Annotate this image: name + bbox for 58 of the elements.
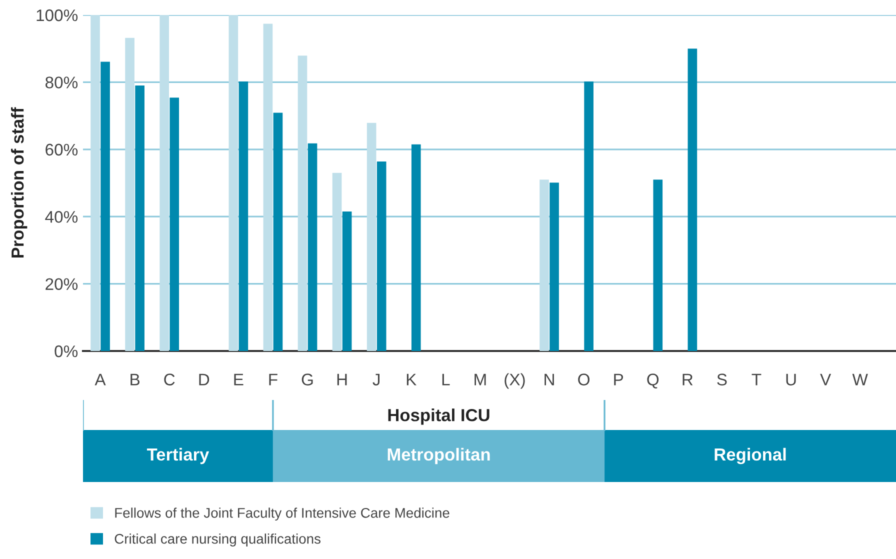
text: Metropolitan xyxy=(388,448,490,464)
x-tick-label: Q xyxy=(647,374,659,388)
x-tick-label: D xyxy=(199,374,210,386)
y-tick-label: 20% xyxy=(46,278,78,290)
x-tick-label: L xyxy=(442,374,450,386)
x-tick-label: S xyxy=(717,374,727,386)
text: Regional xyxy=(714,448,786,464)
x-tick-label: B xyxy=(130,374,140,386)
bar xyxy=(90,15,100,351)
x-tick-label: C xyxy=(164,374,175,386)
legend-label: Critical care nursing qualifications xyxy=(114,534,320,546)
y-tick-label: 60% xyxy=(46,144,78,156)
x-tick-label: A xyxy=(94,374,106,386)
x-tick-label: N xyxy=(544,374,554,386)
bar xyxy=(653,180,663,351)
y-tick-label: 100% xyxy=(36,9,78,22)
bar xyxy=(308,143,318,351)
x-tick-label: V xyxy=(820,374,832,386)
x-tick-label: T xyxy=(752,374,762,386)
text: Hospital ICU xyxy=(388,408,490,425)
bar xyxy=(584,82,594,351)
x-tick-label: J xyxy=(372,374,380,386)
bar xyxy=(298,56,308,351)
bar xyxy=(170,98,180,351)
y-tick-label: 0% xyxy=(54,345,78,358)
legend-label: Fellows of the Joint Faculty of Intensive Care Medicine xyxy=(115,508,450,521)
bar xyxy=(332,172,342,351)
x-tick-label: R xyxy=(682,374,693,386)
bar xyxy=(160,15,169,351)
text: Tertiary xyxy=(146,448,210,464)
x-tick-label: H xyxy=(337,374,347,386)
bar xyxy=(135,86,144,351)
bar xyxy=(238,82,248,351)
bar xyxy=(540,180,549,351)
bar xyxy=(411,144,421,351)
bar xyxy=(125,38,134,351)
x-tick-label: E xyxy=(234,374,244,386)
x-tick-label: F xyxy=(269,374,278,386)
y-tick-label: 40% xyxy=(45,211,78,223)
x-tick-label: W xyxy=(852,374,868,386)
y-axis-title: Proportion of staff xyxy=(10,107,28,258)
bar xyxy=(273,112,283,351)
x-tick-label: K xyxy=(406,374,416,386)
x-tick-label: G xyxy=(302,374,313,386)
x-tick-label: M xyxy=(474,374,486,386)
bar xyxy=(263,24,273,351)
bar xyxy=(228,15,238,351)
bar xyxy=(550,182,559,351)
bar xyxy=(688,48,698,351)
bar xyxy=(100,62,110,351)
x-tick-label: O xyxy=(578,374,590,386)
x-tick-label: P xyxy=(614,374,624,386)
bar xyxy=(376,161,386,351)
bar xyxy=(342,212,352,351)
x-tick-label: (X) xyxy=(504,373,525,389)
bar xyxy=(366,122,376,351)
y-tick-label: 80% xyxy=(46,76,78,88)
x-tick-label: U xyxy=(786,374,796,386)
